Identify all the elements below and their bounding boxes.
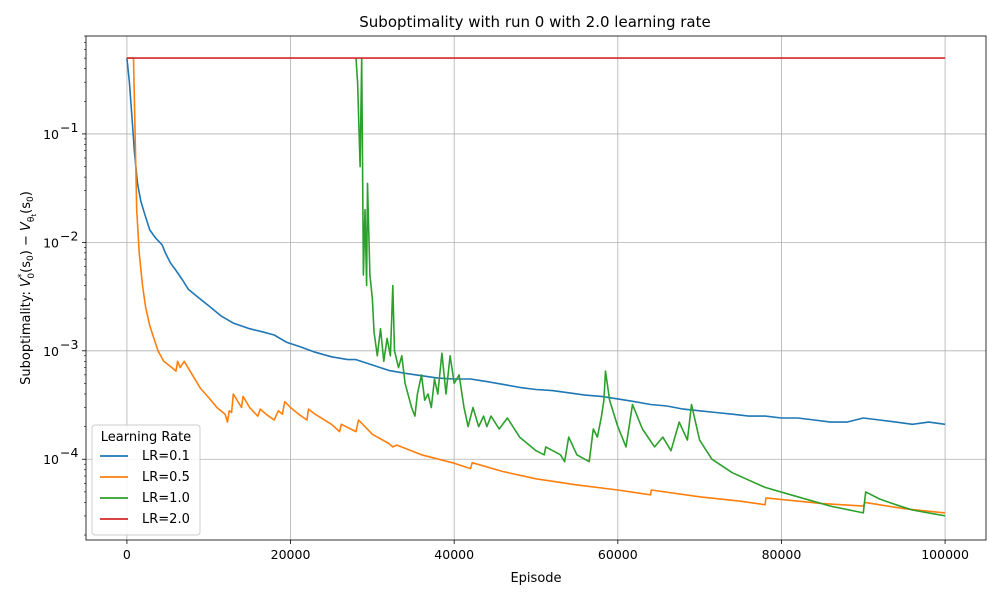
- legend-title: Learning Rate: [101, 430, 191, 445]
- y-tick-label: 10: [43, 127, 59, 142]
- x-tick-label: 20000: [271, 547, 311, 562]
- y-axis-label-s0b-close: ): [19, 191, 34, 196]
- series-layer: [126, 57, 946, 517]
- y-axis-ticks: 10−410−310−210−1: [43, 35, 86, 536]
- plot-area: [86, 36, 986, 540]
- series-line-lr-1-0: [355, 57, 946, 517]
- y-axis-label-minus: −: [19, 231, 34, 250]
- series-line-lr-0-5: [126, 57, 946, 514]
- y-tick-label-exponent: −1: [60, 120, 78, 135]
- x-tick-label: 60000: [598, 547, 638, 562]
- y-axis-label-s0-close: ): [19, 250, 34, 255]
- x-axis-ticks: 0 20000 40000 60000 80000 100000: [123, 540, 969, 562]
- y-axis-label-s0-sub: 0: [26, 255, 36, 261]
- y-tick-label-exponent: −4: [60, 445, 78, 460]
- legend-label: LR=0.1: [142, 449, 190, 464]
- y-axis-label-t: t: [30, 214, 38, 217]
- y-axis-label: Suboptimality: V*0(s0) − Vθt(s0): [17, 191, 38, 385]
- chart-title: Suboptimality with run 0 with 2.0 learni…: [359, 13, 710, 31]
- y-axis-label-star: *: [17, 273, 27, 278]
- y-axis-label-s0b-open: (s: [19, 202, 34, 214]
- y-tick-label-exponent: −3: [60, 337, 78, 352]
- legend-label: LR=0.5: [142, 470, 190, 485]
- y-axis-label-v1: V: [19, 277, 34, 287]
- y-axis-label-s0-open: (s: [19, 261, 34, 273]
- y-tick-label-exponent: −2: [60, 228, 78, 243]
- legend: Learning Rate LR=0.1 LR=0.5 LR=1.0 LR=2.0: [91, 424, 201, 536]
- legend-label: LR=1.0: [142, 491, 190, 506]
- y-axis-label-theta: θ: [27, 216, 37, 222]
- y-axis-label-s0b-sub: 0: [26, 196, 36, 202]
- legend-box: [91, 424, 201, 536]
- legend-entries: LR=0.1 LR=0.5 LR=1.0 LR=2.0: [100, 449, 190, 527]
- y-tick-label: 10: [43, 452, 59, 467]
- x-tick-label: 0: [123, 547, 131, 562]
- y-axis-label-v2: V: [19, 221, 34, 231]
- x-tick-label: 100000: [921, 547, 969, 562]
- x-axis-label: Episode: [510, 571, 561, 586]
- y-axis-label-prefix: Suboptimality:: [19, 287, 34, 385]
- x-tick-label: 80000: [762, 547, 802, 562]
- series-line-lr-0-1: [126, 58, 946, 426]
- legend-label: LR=2.0: [142, 512, 190, 527]
- y-tick-label: 10: [43, 344, 59, 359]
- plot-frame: [85, 35, 987, 541]
- x-tick-label: 40000: [434, 547, 474, 562]
- y-tick-label: 10: [43, 235, 59, 250]
- y-axis-label-zero: 0: [27, 273, 37, 279]
- grid: [86, 36, 986, 540]
